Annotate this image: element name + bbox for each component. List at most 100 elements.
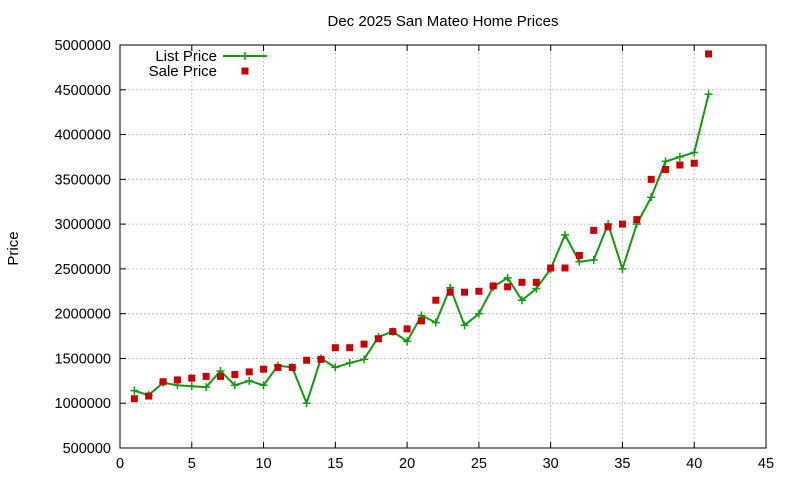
x-tick-label: 35 (614, 456, 630, 472)
list-price-point (675, 152, 684, 161)
sale-price-point (173, 376, 181, 384)
x-tick-label: 5 (188, 456, 196, 472)
sale-price-point (662, 165, 670, 173)
sale-price-point (705, 50, 713, 58)
y-axis-label: Price (5, 231, 22, 265)
plot-frame (119, 44, 767, 449)
sale-price-point (518, 278, 526, 286)
x-tick-label: 45 (758, 456, 774, 472)
sale-price-point (417, 317, 425, 325)
list-price-point (331, 363, 340, 372)
sale-price-point (575, 251, 583, 259)
sale-price-point (260, 365, 268, 373)
x-tick-label: 10 (255, 456, 271, 472)
sale-price-point (389, 328, 397, 336)
list-price-point (532, 284, 541, 293)
sale-price-point (690, 159, 698, 167)
list-price-series (130, 90, 713, 408)
legend: List Price Sale Price (149, 48, 267, 80)
sale-price-point (331, 344, 339, 352)
list-price-point (690, 148, 699, 157)
sale-price-point (676, 161, 684, 169)
list-price-point (259, 381, 268, 390)
sale-price-point (446, 288, 454, 296)
list-price-line (134, 94, 710, 405)
sale-price-point (231, 371, 239, 379)
legend-key-list-price (223, 52, 267, 60)
list-price-point (403, 337, 412, 346)
sale-price-point (489, 282, 497, 290)
grid-layer (120, 45, 766, 448)
list-price-point (661, 157, 670, 166)
list-price-point (561, 230, 570, 239)
list-price-point (245, 376, 254, 385)
sale-price-point (288, 363, 296, 371)
sale-price-point (504, 283, 512, 291)
list-price-point (431, 318, 440, 327)
y-tick-label: 1500000 (55, 351, 111, 367)
list-price-point (589, 255, 598, 264)
sale-price-point (216, 372, 224, 380)
list-price-point (302, 399, 311, 408)
list-price-point (575, 257, 584, 266)
legend-key-sale-price (241, 67, 249, 75)
sale-price-point (604, 223, 612, 231)
y-tick-label: 1000000 (55, 396, 111, 412)
sale-price-point (188, 374, 196, 382)
list-price-point (704, 90, 713, 99)
list-price-point (187, 382, 196, 391)
list-price-point (503, 273, 512, 282)
legend-label-list-price: List Price (155, 48, 217, 65)
list-price-point (345, 358, 354, 367)
y-tick-label: 3500000 (55, 172, 111, 188)
sale-price-point (432, 296, 440, 304)
sale-price-point (532, 278, 540, 286)
y-tick-label: 4000000 (55, 128, 111, 144)
list-price-point (360, 355, 369, 364)
y-tick-label: 2500000 (55, 262, 111, 278)
sale-price-point (360, 340, 368, 348)
sale-price-point (274, 363, 282, 371)
sale-price-point (461, 288, 469, 296)
sale-price-point (130, 395, 138, 403)
x-tick-label: 0 (116, 456, 124, 472)
list-price-point (460, 321, 469, 330)
legend-key-marker (241, 67, 249, 75)
sale-price-point (403, 325, 411, 333)
sale-price-point (633, 216, 641, 224)
sale-price-point (303, 356, 311, 364)
legend-key-marker (241, 52, 249, 60)
series-layer (130, 50, 713, 408)
sale-price-series (130, 50, 713, 403)
y-tick-label: 2000000 (55, 307, 111, 323)
sale-price-point (547, 264, 555, 272)
list-price-point (130, 386, 139, 395)
sale-price-point (590, 226, 598, 234)
x-tick-label: 15 (327, 456, 343, 472)
list-price-point (517, 296, 526, 305)
sale-price-point (317, 355, 325, 363)
list-price-point (230, 381, 239, 390)
y-tick-label: 4500000 (55, 83, 111, 99)
sale-price-point (145, 392, 153, 400)
sale-price-point (647, 175, 655, 183)
legend-label-sale-price: Sale Price (149, 63, 217, 80)
x-tick-label: 20 (399, 456, 415, 472)
sale-price-point (202, 372, 210, 380)
sale-price-point (245, 368, 253, 376)
sale-price-point (561, 264, 569, 272)
x-tick-label: 30 (543, 456, 559, 472)
sale-price-point (159, 378, 167, 386)
list-price-point (474, 309, 483, 318)
list-price-point (647, 193, 656, 202)
list-price-point (202, 383, 211, 392)
sale-price-point (374, 335, 382, 343)
sale-price-point (475, 287, 483, 295)
y-tick-label: 5000000 (55, 38, 111, 54)
ticks-layer: 0 5 10 15 20 25 30 35 40 45 500000 1000000 1500000 20… (55, 38, 775, 472)
y-tick-label: 500000 (63, 441, 111, 457)
sale-price-point (346, 344, 354, 352)
x-tick-label: 40 (686, 456, 702, 472)
